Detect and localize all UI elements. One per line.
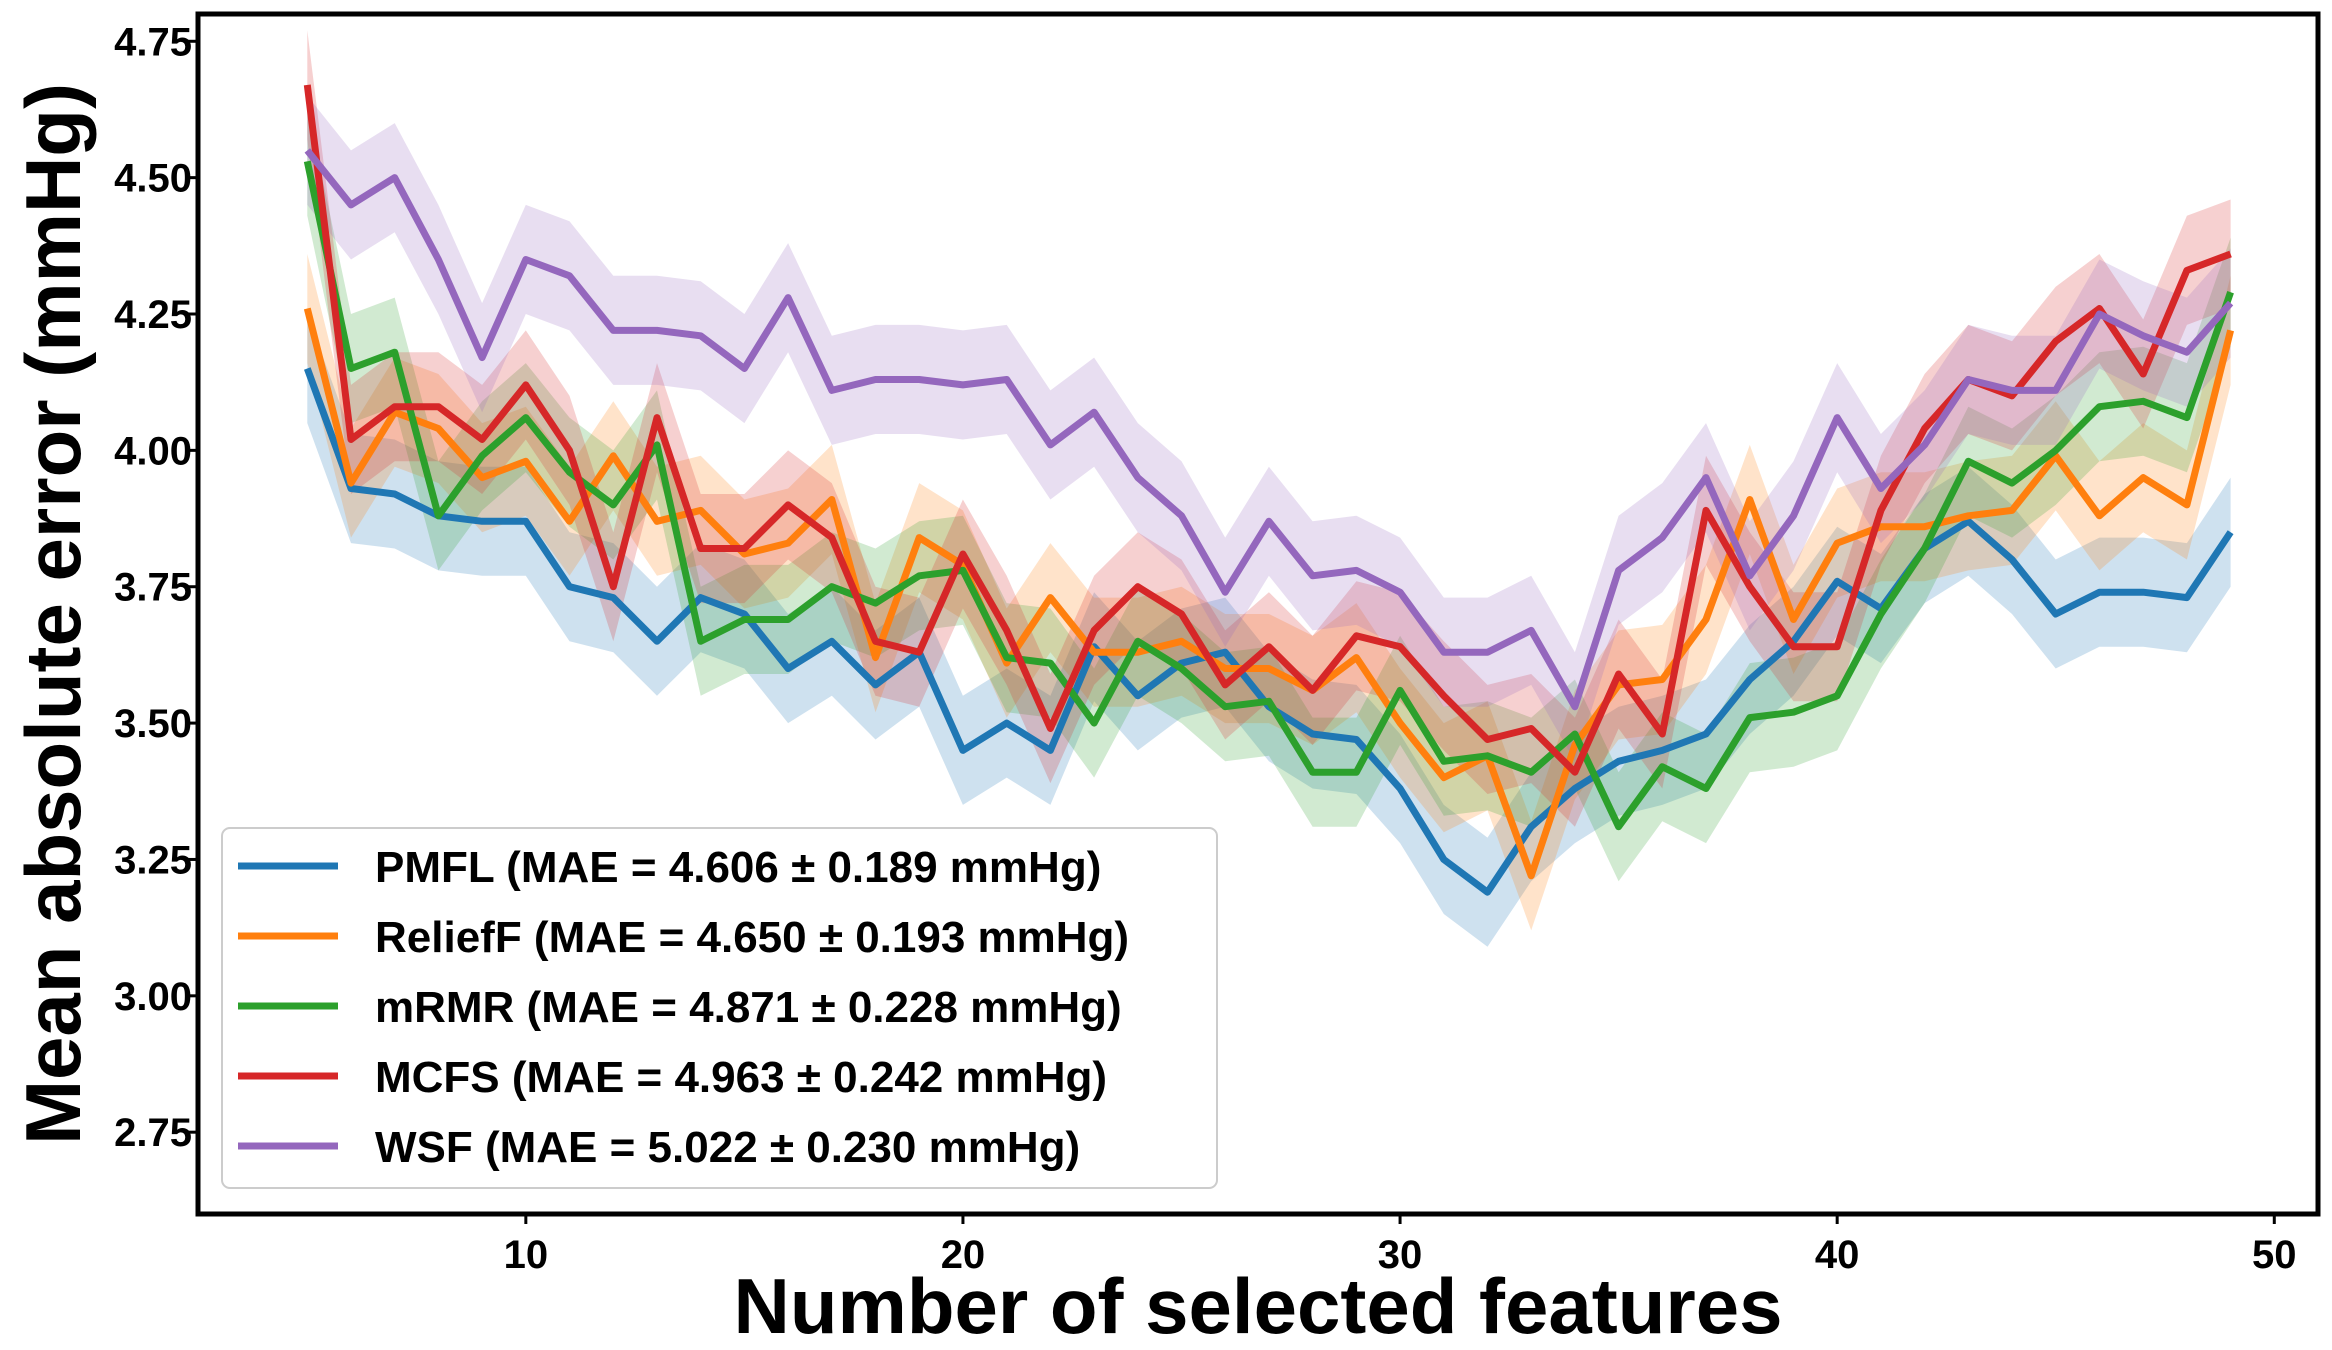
x-axis-ticks: 10 20 30 40 50 bbox=[504, 1214, 2297, 1277]
y-tick-label: 3.75 bbox=[114, 566, 192, 610]
legend-label: mRMR (MAE = 4.871 ± 0.228 mmHg) bbox=[375, 983, 1122, 1032]
y-tick-label: 3.00 bbox=[114, 975, 192, 1019]
y-axis-title: Mean absolute error (mmHg) bbox=[9, 83, 97, 1145]
line-series-2 bbox=[303, 160, 2234, 831]
x-tick-label: 50 bbox=[2252, 1233, 2297, 1277]
band-series-1 bbox=[307, 254, 2231, 931]
legend-box bbox=[221, 827, 1218, 1189]
legend: PMFL (MAE = 4.606 ± 0.189 mmHg) ReliefF (… bbox=[221, 827, 1218, 1189]
y-tick-label: 3.50 bbox=[114, 702, 192, 746]
band-series-3 bbox=[307, 30, 2231, 827]
legend-label: PMFL (MAE = 4.606 ± 0.189 mmHg) bbox=[375, 843, 1101, 892]
x-tick-label: 20 bbox=[941, 1233, 986, 1277]
legend-label: MCFS (MAE = 4.963 ± 0.242 mmHg) bbox=[375, 1053, 1107, 1102]
y-tick-label: 4.50 bbox=[114, 157, 192, 201]
x-tick-label: 40 bbox=[1815, 1233, 1860, 1277]
legend-label: WSF (MAE = 5.022 ± 0.230 mmHg) bbox=[375, 1123, 1080, 1172]
y-tick-label: 4.25 bbox=[114, 293, 192, 337]
legend-label: ReliefF (MAE = 4.650 ± 0.193 mmHg) bbox=[375, 913, 1129, 962]
y-tick-label: 2.75 bbox=[114, 1111, 192, 1155]
series-lines bbox=[303, 84, 2234, 896]
y-axis-ticks: 2.75 3.00 3.25 3.50 3.75 4.00 4.25 4.50 4.75 bbox=[114, 20, 198, 1155]
plot-frame bbox=[195, 11, 2321, 1217]
x-tick-label: 30 bbox=[1378, 1233, 1423, 1277]
x-axis-title: Number of selected features bbox=[733, 1262, 1782, 1350]
line-series-4 bbox=[304, 148, 2234, 711]
y-tick-label: 4.00 bbox=[114, 429, 192, 473]
y-tick-label: 3.25 bbox=[114, 838, 192, 882]
line-series-1 bbox=[303, 307, 2234, 880]
x-tick-label: 10 bbox=[504, 1233, 549, 1277]
band-series-4 bbox=[307, 95, 2231, 762]
band-series-2 bbox=[307, 106, 2231, 882]
y-tick-label: 4.75 bbox=[114, 20, 192, 64]
